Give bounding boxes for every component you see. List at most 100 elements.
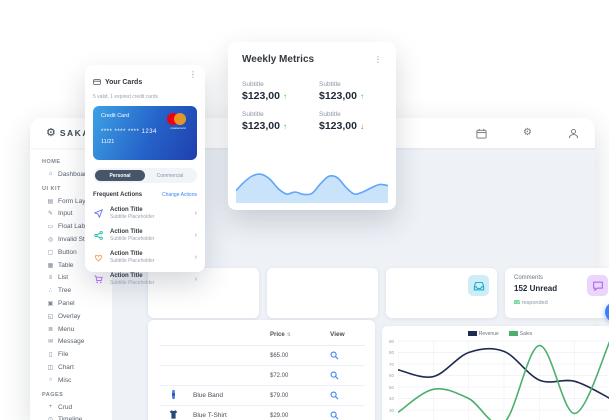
- sidebar-item-label: Input: [58, 210, 73, 218]
- comments-label: Comments: [514, 275, 544, 281]
- app-name: SAKAI: [59, 128, 94, 138]
- table-row[interactable]: $65.00: [160, 346, 365, 366]
- sidebar-item-label: Overlay: [58, 312, 81, 320]
- view-icon[interactable]: [330, 407, 339, 420]
- y-tick-label: 90: [388, 338, 394, 344]
- metric: Subtitle $123,00 ↑: [319, 81, 382, 102]
- sidebar-item-message[interactable]: ✉ Message: [42, 336, 112, 349]
- sidebar-item-float-label[interactable]: ▭ Float Label: [42, 220, 112, 233]
- user-icon[interactable]: [568, 128, 579, 139]
- action-item[interactable]: Action Title Subtitle Placeholder ›: [93, 207, 197, 220]
- gear-icon[interactable]: ⚙: [523, 127, 532, 138]
- comments-delta: 85 responded: [514, 300, 548, 306]
- table-icon: ▦: [47, 262, 54, 269]
- view-icon[interactable]: [330, 387, 339, 405]
- table-row[interactable]: $72.00: [160, 366, 365, 386]
- float-label-icon: ▭: [47, 224, 54, 231]
- toggle-commercial[interactable]: Commercial: [156, 172, 184, 179]
- sidebar-item-form-layout[interactable]: ▤ Form Layout: [42, 195, 112, 208]
- sidebar-item-button[interactable]: ▢ Button: [42, 246, 112, 259]
- toggle-personal[interactable]: Personal: [95, 170, 145, 181]
- sidebar-item-label: Invalid State: [58, 236, 94, 244]
- credit-card-icon: [93, 73, 101, 91]
- sidebar-item-tree[interactable]: ∴ Tree: [42, 284, 112, 297]
- chart-icon: ◫: [47, 365, 54, 372]
- metric-value: $123,00 ↑: [319, 90, 364, 102]
- calendar-icon[interactable]: [476, 128, 487, 139]
- view-icon[interactable]: [330, 347, 339, 365]
- credit-card-expiry: 11/21: [101, 139, 115, 145]
- credit-card-label: Credit Card: [101, 113, 130, 119]
- legend-revenue[interactable]: Revenue: [467, 331, 499, 337]
- chevron-right-icon: ›: [194, 232, 197, 239]
- action-item[interactable]: Action Title Subtitle Placeholder ›: [93, 251, 197, 264]
- sidebar-item-table[interactable]: ▦ Table: [42, 259, 112, 272]
- table-header: Price ⇅ View: [160, 324, 365, 346]
- share-icon: [93, 231, 104, 240]
- view-icon[interactable]: [330, 367, 339, 385]
- credit-card[interactable]: Credit Card **** **** **** 1234 11/21 ma…: [93, 106, 197, 160]
- sidebar-item-file[interactable]: ▯ File: [42, 348, 112, 361]
- comments-value: 152 Unread: [514, 284, 558, 293]
- sidebar-item-label: Panel: [58, 300, 75, 308]
- sidebar-item-list[interactable]: ≡ List: [42, 272, 112, 285]
- overflow-menu-icon[interactable]: ⋮: [374, 55, 382, 64]
- table-row[interactable]: Blue Band $79.00: [160, 386, 365, 406]
- trend-arrow-icon: ↑: [282, 92, 287, 101]
- revenue-sales-chart: [398, 340, 609, 420]
- y-tick-label: 40: [388, 396, 394, 401]
- comment-icon: [587, 275, 608, 296]
- action-item[interactable]: Action Title Subtitle Placeholder ›: [93, 229, 197, 242]
- your-cards-title: Your Cards: [105, 78, 143, 86]
- menu-icon: ≣: [47, 326, 54, 333]
- sidebar-item-timeline[interactable]: ⊙ Timeline: [42, 414, 112, 420]
- sidebar-item-misc[interactable]: ○ Misc: [42, 374, 112, 387]
- sidebar-item-panel[interactable]: ▣ Panel: [42, 297, 112, 310]
- metric-value: $123,00 ↓: [319, 120, 364, 132]
- sidebar-item-label: Crud: [58, 403, 73, 411]
- action-item[interactable]: Action Title Subtitle Placeholder ›: [93, 273, 197, 286]
- heart-icon: [93, 253, 104, 262]
- sidebar-item-chart[interactable]: ◫ Chart: [42, 361, 112, 374]
- your-cards-panel: Your Cards ⋮ 5 valid, 1 expired credit c…: [85, 65, 205, 286]
- recent-sales-card: Price ⇅ View $65.00 $72.00: [148, 320, 375, 420]
- overflow-menu-icon[interactable]: ⋮: [189, 70, 197, 79]
- chevron-right-icon: ›: [194, 254, 197, 261]
- frequent-actions-label: Frequent Actions: [93, 192, 143, 198]
- metric-value: $123,00 ↑: [242, 90, 287, 102]
- sidebar-item-invalid-state[interactable]: ◎ Invalid State: [42, 233, 112, 246]
- app-logo[interactable]: ⚙ SAKAI: [46, 127, 94, 139]
- sidebar-item-label: Button: [58, 248, 77, 256]
- change-actions-link[interactable]: Change Actions: [161, 192, 197, 198]
- sidebar-item-label: Table: [58, 261, 74, 269]
- sidebar-item-overlay[interactable]: ◱ Overlay: [42, 310, 112, 323]
- chart-y-axis: 102030405060708090: [382, 338, 396, 420]
- stat-card-orders: [148, 268, 259, 318]
- blue-band-thumbnail: [168, 387, 179, 405]
- sidebar-item-crud[interactable]: + Crud: [42, 401, 112, 414]
- action-title: Action Title: [110, 251, 143, 257]
- sidebar-item-dashboard[interactable]: ⌂ Dashboard: [42, 168, 112, 181]
- file-icon: ▯: [48, 352, 53, 359]
- legend-sales[interactable]: Sales: [508, 331, 532, 337]
- action-title: Action Title: [110, 273, 143, 279]
- col-price-header[interactable]: Price ⇅: [270, 331, 291, 338]
- chevron-right-icon: ›: [194, 276, 197, 283]
- weekly-metrics-area-chart: [236, 173, 388, 203]
- credit-card-number: **** **** **** 1234: [101, 129, 157, 135]
- sidebar-item-label: Menu: [58, 325, 75, 333]
- table-row[interactable]: Blue T-Shirt $29.00: [160, 406, 365, 420]
- metric: Subtitle $123,00 ↑: [242, 81, 305, 102]
- config-gear-button[interactable]: ⚙: [605, 302, 609, 322]
- metric: Subtitle $123,00 ↓: [319, 111, 382, 132]
- metric-label: Subtitle: [242, 81, 264, 88]
- sidebar-item-menu[interactable]: ≣ Menu: [42, 323, 112, 336]
- sidebar-item-label: Misc: [58, 376, 72, 384]
- y-tick-label: 60: [388, 373, 394, 378]
- crud-icon: +: [48, 404, 53, 411]
- product-price: $79.00: [270, 392, 289, 399]
- y-tick-label: 80: [388, 350, 394, 355]
- sidebar-item-input[interactable]: ✎ Input: [42, 208, 112, 221]
- sidebar-item-label: Dashboard: [58, 170, 90, 178]
